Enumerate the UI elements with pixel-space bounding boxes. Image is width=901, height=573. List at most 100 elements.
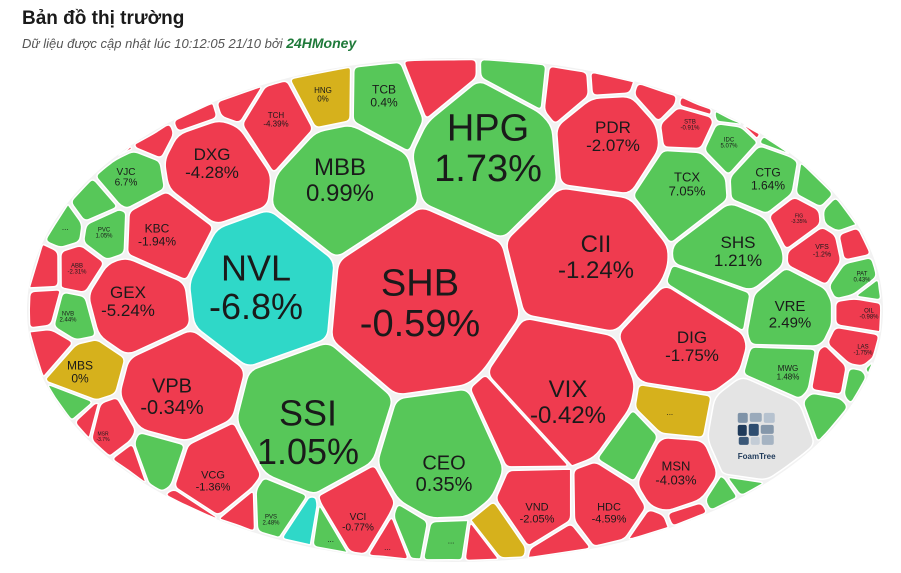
stock-change: -3.35% xyxy=(791,219,807,225)
stock-cell-dxg[interactable]: DXG-4.28% xyxy=(164,120,272,224)
stock-cell-tch[interactable]: TCH-4.39% xyxy=(242,80,313,172)
stock-cell-minor[interactable] xyxy=(666,265,751,331)
stock-cell-minor[interactable] xyxy=(759,136,790,155)
cell-shape xyxy=(811,345,847,395)
stock-cell-minor[interactable] xyxy=(865,362,873,375)
stock-cell-minor[interactable] xyxy=(795,163,833,207)
stock-cell-pdr[interactable]: PDR-2.07% xyxy=(556,96,660,194)
stock-cell-minor[interactable] xyxy=(393,504,428,560)
stock-cell-minor[interactable]: ... xyxy=(634,384,712,438)
stock-cell-minor[interactable] xyxy=(714,110,741,125)
stock-cell-minor[interactable] xyxy=(282,496,318,546)
stock-cell-cii[interactable]: CII-1.24% xyxy=(506,188,669,332)
stock-cell-minor[interactable] xyxy=(403,58,478,118)
stock-cell-msr[interactable]: MSR-3.7% xyxy=(91,397,136,457)
stock-cell-minor[interactable] xyxy=(470,502,526,559)
stock-cell-minor[interactable] xyxy=(71,179,117,221)
stock-cell-minor[interactable]: ... xyxy=(423,519,469,561)
stock-cell-minor[interactable] xyxy=(628,509,669,540)
stock-cell-las[interactable]: LAS-1.75% xyxy=(827,327,879,367)
stock-cell-minor[interactable] xyxy=(590,71,635,96)
cell-shape xyxy=(633,149,728,243)
cell-shape xyxy=(637,437,717,511)
stock-cell-minor[interactable] xyxy=(112,444,146,483)
stock-cell-vcg[interactable]: VCG-1.36% xyxy=(174,423,261,515)
stock-cell-oil[interactable]: OIL-0.98% xyxy=(834,298,882,333)
cell-shape xyxy=(60,245,104,293)
stock-cell-vci[interactable]: VCI-0.77% xyxy=(318,465,395,555)
stock-cell-minor[interactable] xyxy=(728,476,764,496)
stock-cell-minor[interactable] xyxy=(811,345,847,395)
stock-cell-vnd[interactable]: VND-2.05% xyxy=(496,468,572,546)
stock-cell-vix[interactable]: VIX-0.42% xyxy=(488,318,635,467)
stock-cell-minor[interactable] xyxy=(843,367,867,403)
cell-shape xyxy=(746,268,833,347)
stock-cell-vfs[interactable]: VFS-1.2% xyxy=(786,227,841,285)
stock-cell-shb[interactable]: SHB-0.59% xyxy=(331,208,520,395)
stock-cell-minor[interactable] xyxy=(29,329,73,377)
stock-cell-minor[interactable] xyxy=(479,58,547,110)
foamtree-logo[interactable]: FoamTree xyxy=(707,377,814,480)
stock-cell-minor[interactable] xyxy=(47,384,92,420)
stock-cell-minor[interactable] xyxy=(634,83,677,121)
stock-cell-dig[interactable]: DIG-1.75% xyxy=(619,286,747,393)
stock-cell-minor[interactable] xyxy=(464,523,499,562)
stock-cell-minor[interactable] xyxy=(219,491,256,531)
stock-cell-minor[interactable] xyxy=(543,66,589,123)
stock-cell-gex[interactable]: GEX-5.24% xyxy=(88,258,191,354)
stock-cell-minor[interactable] xyxy=(470,375,568,468)
stock-cell-nvl[interactable]: NVL-6.8% xyxy=(189,210,335,366)
stock-cell-abb[interactable]: ABB-2.31% xyxy=(60,245,104,293)
stock-cell-minor[interactable] xyxy=(173,102,217,132)
cell-shape xyxy=(795,163,833,207)
stock-cell-minor[interactable] xyxy=(705,475,737,510)
stock-cell-msn[interactable]: MSN-4.03% xyxy=(637,437,717,511)
stock-cell-minor[interactable] xyxy=(118,146,133,156)
stock-cell-minor[interactable] xyxy=(166,489,217,520)
stock-cell-vpb[interactable]: VPB-0.34% xyxy=(120,330,245,441)
stock-cell-minor[interactable] xyxy=(134,432,185,492)
stock-cell-minor[interactable] xyxy=(679,97,712,115)
stock-cell-minor[interactable]: ... xyxy=(312,505,348,554)
stock-cell-hdc[interactable]: HDC-4.59% xyxy=(573,462,646,547)
stock-cell-minor[interactable] xyxy=(838,228,871,261)
stock-cell-minor[interactable] xyxy=(856,279,882,301)
stock-cell-minor[interactable] xyxy=(598,410,658,481)
stock-cell-minor[interactable] xyxy=(822,198,857,232)
stock-cell-minor[interactable]: ... xyxy=(45,203,83,248)
stock-cell-minor[interactable] xyxy=(28,243,59,289)
stock-cell-minor[interactable] xyxy=(217,86,262,123)
stock-cell-minor[interactable] xyxy=(743,124,760,139)
stock-cell-minor[interactable] xyxy=(527,524,590,559)
stock-cell-minor[interactable]: ... xyxy=(368,517,409,560)
stock-change: -2.07% xyxy=(586,136,640,155)
stock-cell-fig[interactable]: FIG-3.35% xyxy=(769,197,821,249)
stock-cell-minor[interactable] xyxy=(667,502,707,526)
stock-cell-minor[interactable] xyxy=(75,402,99,438)
stock-cell-minor[interactable] xyxy=(134,124,174,158)
stock-symbol: HDC xyxy=(597,502,621,514)
stock-cell-minor[interactable] xyxy=(28,289,61,329)
stock-cell-kbc[interactable]: KBC-1.94% xyxy=(126,192,213,280)
stock-cell-minor[interactable] xyxy=(803,392,848,441)
stock-cell-stb[interactable]: STB-0.91% xyxy=(660,107,714,150)
